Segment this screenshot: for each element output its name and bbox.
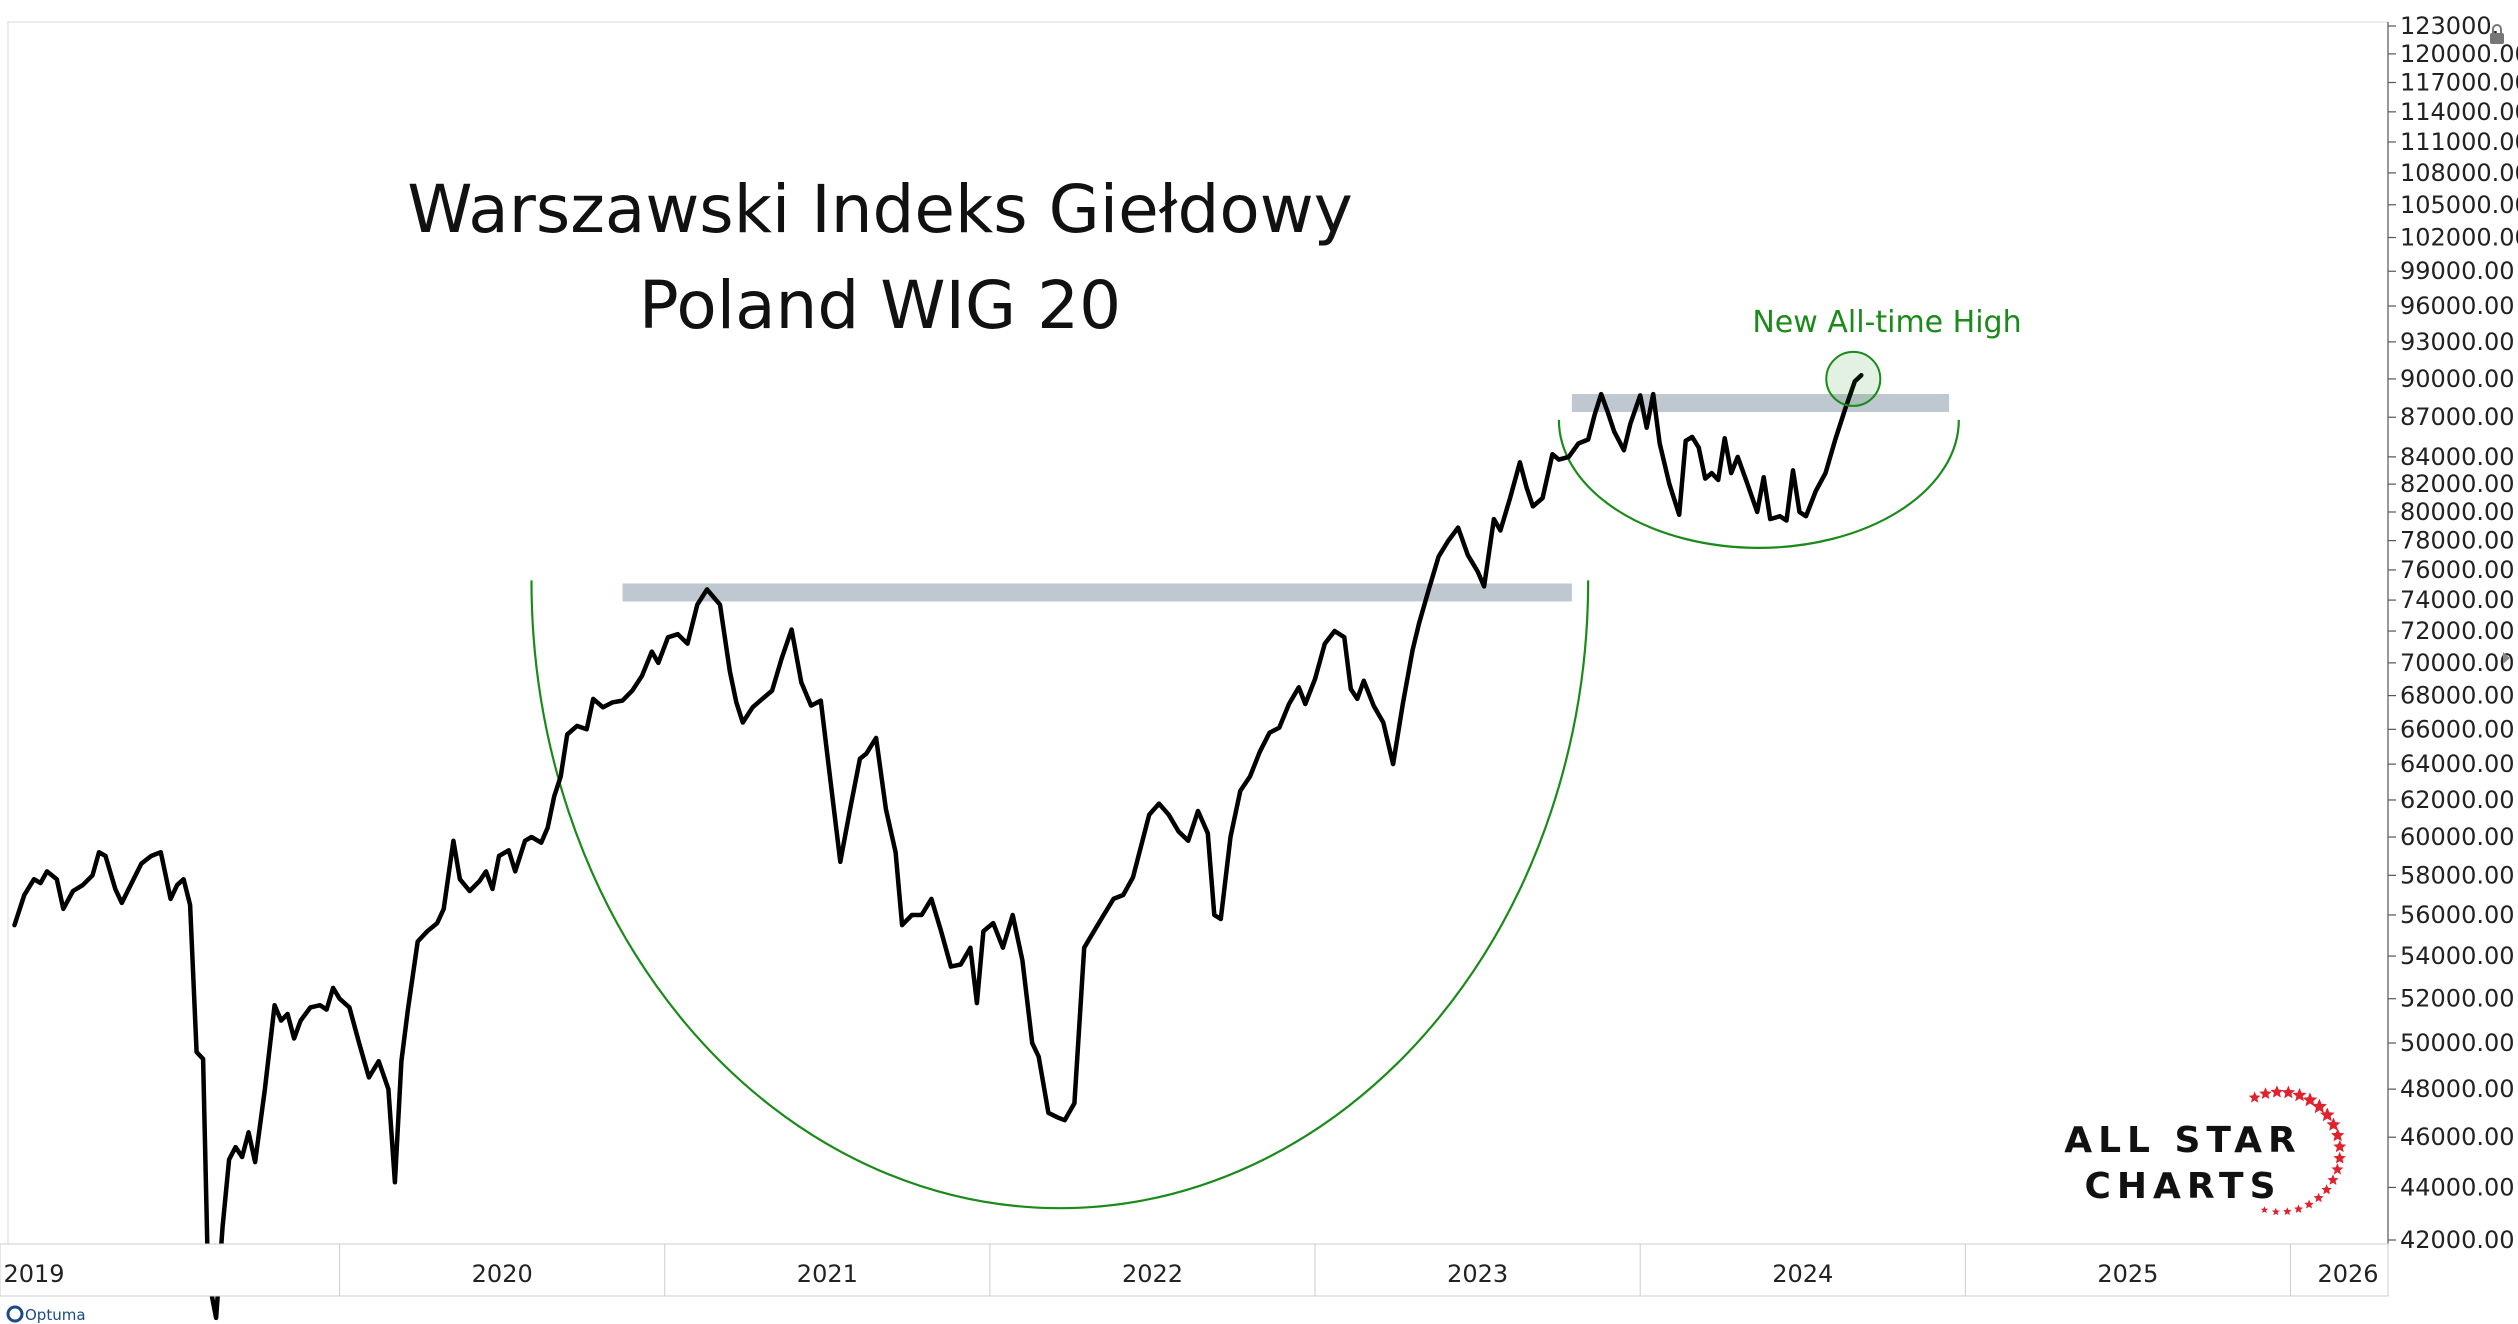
- y-tick-label: 56000.00: [2400, 901, 2515, 929]
- logo-star: [2304, 1199, 2314, 1209]
- annotation-new-all-time-high: New All-time High: [1752, 305, 2021, 340]
- y-tick-label: 78000.00: [2400, 527, 2515, 555]
- y-tick-label: 50000.00: [2400, 1029, 2515, 1057]
- logo-star: [2333, 1151, 2346, 1164]
- logo-stars-icon: [2248, 1085, 2347, 1216]
- logo-star: [2294, 1204, 2303, 1213]
- logo-star: [2331, 1163, 2344, 1175]
- y-tick-label: 87000.00: [2400, 403, 2515, 431]
- y-tick-label: 96000.00: [2400, 292, 2515, 320]
- optuma-label: Optuma: [25, 1306, 86, 1324]
- y-tick-label: 64000.00: [2400, 750, 2515, 778]
- series-line-wig20: [12, 372, 1864, 1321]
- logo-star: [2302, 1092, 2318, 1107]
- logo-star: [2260, 1206, 2269, 1213]
- logo-star: [2270, 1085, 2284, 1098]
- logo-star: [2313, 1192, 2324, 1203]
- optuma-icon: [6, 1305, 24, 1323]
- y-tick-label: 90000.00: [2400, 365, 2515, 393]
- lock-icon[interactable]: [2490, 24, 2504, 44]
- y-tick-label: 105000.00: [2400, 191, 2518, 219]
- resistance-band: [1571, 394, 1950, 413]
- cup-arc-small: [1557, 419, 1960, 549]
- marker-layer: [1825, 350, 1882, 407]
- x-tick-label: 2023: [1447, 1260, 1508, 1288]
- cup-arcs: [531, 419, 1960, 1208]
- y-tick-label: 52000.00: [2400, 985, 2515, 1013]
- logo-line2: CHARTS: [2085, 1166, 2282, 1207]
- y-tick-label: 114000.00: [2400, 98, 2518, 126]
- y-tick-label: 68000.00: [2400, 682, 2515, 710]
- logo-star: [2271, 1207, 2280, 1216]
- logo-star: [2321, 1184, 2332, 1195]
- logo-star: [2281, 1085, 2296, 1099]
- y-tick-label: 99000.00: [2400, 257, 2515, 285]
- x-tick-label: 2022: [1122, 1260, 1183, 1288]
- y-tick-label: 111000.00: [2400, 128, 2518, 156]
- y-tick-label: 72000.00: [2400, 617, 2515, 645]
- resistance-bands: [622, 394, 1950, 602]
- logo-star: [2333, 1140, 2347, 1153]
- logo-star: [2320, 1107, 2335, 1122]
- chart-subtitle: Poland WIG 20: [639, 267, 1121, 344]
- x-axis: 2019 2020 2021 2022 2023 2024 2025 2026: [3, 1244, 2379, 1296]
- logo-star: [2330, 1128, 2345, 1142]
- y-tick-label: 58000.00: [2400, 861, 2515, 889]
- x-tick-label: 2026: [2317, 1260, 2378, 1288]
- y-tick-label: 93000.00: [2400, 328, 2515, 356]
- y-tick-label: 76000.00: [2400, 556, 2515, 584]
- x-axis-band: [0, 1243, 2389, 1297]
- x-tick-label: 2021: [797, 1260, 858, 1288]
- scroll-handle-icon[interactable]: [2503, 652, 2510, 664]
- logo-star: [2259, 1087, 2272, 1099]
- logo-star: [2311, 1098, 2327, 1114]
- logo-star: [2283, 1207, 2292, 1216]
- y-tick-label: 102000.00: [2400, 224, 2518, 252]
- resistance-band: [622, 583, 1572, 602]
- x-tick-label: 2020: [472, 1260, 533, 1288]
- all-star-charts-logo: ALL STAR CHARTS: [2064, 1085, 2347, 1216]
- y-tick-label: 108000.00: [2400, 159, 2518, 187]
- y-tick-label: 70000.00: [2400, 649, 2515, 677]
- series-layer: [12, 372, 1864, 1321]
- y-tick-label: 54000.00: [2400, 942, 2515, 970]
- y-axis: 123000.120000.00117000.00114000.00111000…: [2388, 12, 2518, 1254]
- y-tick-label: 74000.00: [2400, 586, 2515, 614]
- x-tick-label: 2024: [1772, 1260, 1833, 1288]
- y-tick-label: 44000.00: [2400, 1173, 2515, 1201]
- y-tick-label: 123000.: [2400, 12, 2499, 40]
- y-tick-label: 82000.00: [2400, 470, 2515, 498]
- y-tick-label: 66000.00: [2400, 715, 2515, 743]
- logo-star: [2327, 1174, 2339, 1185]
- logo-line1: ALL STAR: [2064, 1120, 2302, 1161]
- y-tick-label: 62000.00: [2400, 786, 2515, 814]
- logo-star: [2326, 1117, 2341, 1131]
- y-tick-label: 48000.00: [2400, 1075, 2515, 1103]
- y-tick-label: 60000.00: [2400, 823, 2515, 851]
- y-tick-label: 84000.00: [2400, 443, 2515, 471]
- all-time-high-marker: [1825, 350, 1882, 407]
- y-tick-label: 120000.00: [2400, 40, 2518, 68]
- chart-title: Warszawski Indeks Giełdowy: [407, 171, 1353, 248]
- y-tick-label: 46000.00: [2400, 1123, 2515, 1151]
- x-tick-label: 2025: [2097, 1260, 2158, 1288]
- y-tick-label: 80000.00: [2400, 498, 2515, 526]
- x-tick-label: 2019: [3, 1260, 64, 1288]
- y-tick-label: 42000.00: [2400, 1226, 2515, 1254]
- y-tick-label: 117000.00: [2400, 69, 2518, 97]
- logo-star: [2248, 1091, 2261, 1103]
- optuma-credit: Optuma: [6, 1305, 86, 1324]
